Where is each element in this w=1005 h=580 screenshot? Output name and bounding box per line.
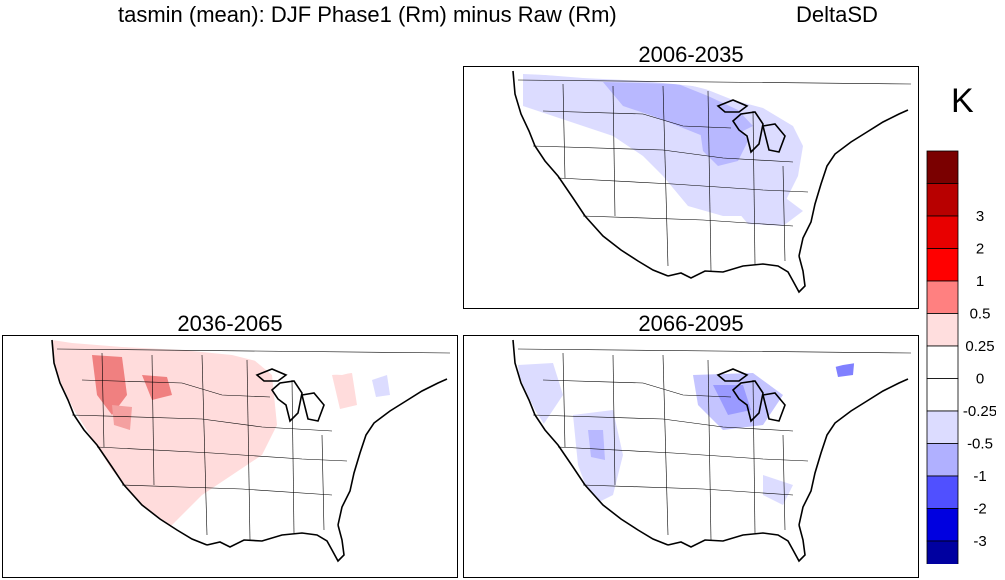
colorbar: 3 2 1 0.5 0.25 0 -0.25 -0.5 -1 -2 -3: [926, 150, 996, 564]
colorbar-tick-label: -1: [973, 468, 986, 485]
panel-label: 2006-2035: [638, 42, 744, 67]
map-canvas: [463, 335, 919, 578]
coastlines: [512, 339, 909, 563]
colorbar-box: [926, 280, 959, 314]
map-canvas: [463, 66, 919, 309]
colorbar-unit: K: [951, 82, 974, 120]
colorbar-box: [926, 215, 959, 249]
map-panel-2066-2095: 2066-2095: [463, 311, 919, 578]
map-canvas: [2, 335, 458, 578]
colorbar-box: [926, 540, 959, 564]
colorbar-tick-label: 0.25: [965, 338, 994, 355]
colorbar-box: [926, 508, 959, 542]
colorbar-tick-label: 3: [976, 208, 984, 225]
method-label: DeltaSD: [796, 2, 878, 27]
colorbar-box: [926, 443, 959, 477]
state-borders: [517, 348, 912, 541]
colorbar-tick-label: -2: [973, 501, 986, 518]
colorbar-tick-label: 0: [976, 371, 984, 388]
colorbar-box: [926, 345, 959, 379]
colorbar-box: [926, 313, 959, 347]
colorbar-tick-label: 1: [976, 273, 984, 290]
colorbar-boxes: [926, 150, 959, 564]
colorbar-box: [926, 410, 959, 444]
colorbar-tick-label: -3: [973, 533, 986, 550]
colorbar-tick-label: 2: [976, 241, 984, 258]
colorbar-box: [926, 378, 959, 412]
coastlines: [51, 339, 448, 563]
map-panel-2036-2065: 2036-2065: [2, 311, 458, 578]
colorbar-box: [926, 475, 959, 509]
anomaly-shading: [523, 74, 803, 226]
figure-title: tasmin (mean): DJF Phase1 (Rm) minus Raw…: [0, 2, 1005, 32]
map-panel-2006-2035: 2006-2035: [463, 42, 919, 309]
colorbar-box: [926, 150, 959, 184]
colorbar-tick-label: 0.5: [970, 306, 991, 323]
colorbar-box: [926, 183, 959, 217]
coastlines: [512, 70, 909, 294]
colorbar-tick-label: -0.5: [967, 436, 993, 453]
state-borders: [517, 79, 912, 272]
title-text: tasmin (mean): DJF Phase1 (Rm) minus Raw…: [118, 2, 617, 27]
colorbar-box: [926, 248, 959, 282]
anomaly-shading: [518, 353, 855, 505]
colorbar-labels: 3 2 1 0.5 0.25 0 -0.25 -0.5 -1 -2 -3: [963, 208, 996, 550]
panel-label: 2066-2095: [638, 311, 744, 336]
colorbar-tick-label: -0.25: [963, 403, 996, 420]
panel-label: 2036-2065: [177, 311, 283, 336]
state-borders: [56, 348, 451, 541]
